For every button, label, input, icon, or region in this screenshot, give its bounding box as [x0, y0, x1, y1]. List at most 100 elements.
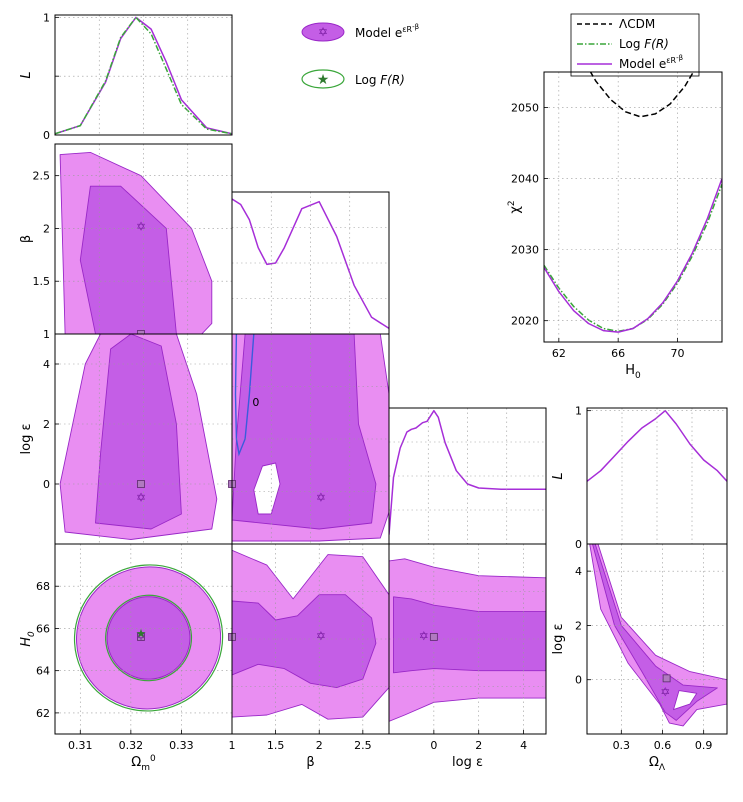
panel-L-beta-plot-area — [232, 198, 389, 330]
legend-chi2-box — [570, 13, 700, 77]
panel-H0-logeps: ✡ 0 2 4 log ε — [388, 543, 547, 770]
series-line-0 — [587, 409, 727, 482]
y-axis-label: H0 — [19, 631, 37, 647]
marker-square — [137, 480, 145, 488]
x-tick-label: 1 — [229, 739, 236, 752]
x-tick-label: 0.6 — [654, 739, 672, 752]
legend-chi-logfr-label: Log F(R) — [619, 37, 669, 51]
y-tick-label: 0 — [575, 674, 582, 687]
legend-model-ellipse — [301, 22, 345, 42]
y-axis-label: L — [551, 472, 566, 479]
x-tick-label: 62 — [552, 347, 566, 360]
y-axis-label: χ2 — [507, 200, 523, 213]
series-line-0 — [589, 72, 695, 118]
excluded-region — [673, 690, 698, 711]
y-tick-label: 2 — [43, 222, 50, 235]
panel-logeps-beta: 0✡ — [228, 333, 390, 545]
y-tick-label: 66 — [36, 622, 50, 635]
series-line-1 — [544, 184, 722, 333]
y-axis-label: log ε — [19, 424, 34, 455]
inner-confidence-region — [592, 544, 718, 721]
legend-logfr-star: ★ — [317, 72, 330, 88]
y-tick-label: 4 — [575, 565, 582, 578]
best-fit-star: ✡ — [419, 629, 429, 643]
panel-H0-beta: ✡ 1 1.5 2 2.5 β — [228, 543, 390, 770]
x-tick-label: 1.5 — [267, 739, 285, 752]
grid — [55, 15, 232, 136]
y-tick-label: 1 — [575, 405, 582, 418]
y-axis-label: β — [19, 235, 34, 243]
y-tick-label: 2030 — [511, 244, 539, 257]
panel-logeps-beta-plot-area: 0 — [232, 334, 389, 542]
y-tick-label: 1 — [43, 11, 50, 24]
marker-square — [137, 632, 145, 641]
x-tick-label: 66 — [611, 347, 625, 360]
panel-L-omega-plot-area — [55, 16, 232, 135]
x-axis-label: H0 — [625, 363, 641, 381]
legend-model-label: Model eεR-β — [355, 23, 419, 40]
panel-frame — [586, 543, 728, 735]
best-fit-star: ✡ — [136, 629, 146, 643]
panel-H0-beta-plot-area — [232, 549, 389, 720]
panel-logeps-omega: ✡ 0 2 4 log ε — [19, 333, 233, 545]
grid — [232, 192, 389, 334]
zero-contour-line — [234, 334, 255, 457]
panel-frame — [543, 71, 723, 343]
legend-lcdm-label: ΛCDM — [619, 17, 655, 31]
y-tick-label: 2 — [43, 418, 50, 431]
x-tick-label: 70 — [671, 347, 685, 360]
legend-chi-model-label: Model eεR-β — [619, 54, 683, 71]
x-tick-label: 4 — [520, 739, 527, 752]
y-tick-label: 64 — [36, 665, 50, 678]
best-fit-star: ✡ — [316, 491, 326, 505]
series-line-1 — [55, 16, 232, 135]
x-tick-label: 2 — [475, 739, 482, 752]
panel-L-omegaL: 0 1 L — [551, 405, 728, 551]
panel-L-omega: 0 1 L — [19, 11, 233, 142]
panel-beta-omega-plot-area — [59, 151, 213, 334]
series-line-2 — [544, 178, 722, 333]
panel-H0-logeps-plot-area — [389, 558, 546, 722]
y-tick-label: 2050 — [511, 102, 539, 115]
y-tick-label: 0 — [575, 538, 582, 551]
x-axis-label: log ε — [452, 755, 483, 770]
y-axis-label: log ε — [551, 624, 566, 655]
best-fit-star: ✡ — [136, 491, 146, 505]
y-tick-label: 1.5 — [33, 275, 51, 288]
panel-L-logeps-plot-area — [389, 409, 546, 535]
legend-main: ✡ Model eεR-β ★ Log F(R) — [301, 22, 419, 89]
y-tick-label: 1 — [43, 328, 50, 341]
inner-confidence-region — [232, 334, 377, 530]
panel-L-beta — [231, 191, 390, 335]
grid — [389, 544, 546, 734]
y-tick-label: 62 — [36, 707, 50, 720]
panel-frame — [388, 543, 547, 735]
panel-beta-omega: ✡ 1 1.5 2 2.5 β — [19, 143, 233, 341]
marker-square — [429, 632, 438, 641]
legend-model-star: ✡ — [318, 25, 328, 39]
x-axis-label: Ωm0 — [131, 754, 156, 773]
series-line-0 — [389, 409, 546, 535]
grid — [55, 334, 232, 544]
logfr-inner-ellipse — [105, 594, 193, 682]
panel-frame — [54, 14, 233, 136]
x-tick-label: 0 — [430, 739, 437, 752]
grid — [55, 144, 232, 335]
grid — [544, 72, 722, 342]
legend-logfr-label: Log F(R) — [355, 73, 405, 87]
x-tick-label: 0.31 — [68, 739, 93, 752]
panel-H0-omega: ✡★ 62 64 66 68 0.31 0.32 0.33 H0 Ωm0 — [19, 543, 233, 773]
panel-logeps-omegaL-plot-area — [589, 544, 727, 727]
x-tick-label: 0.3 — [613, 739, 631, 752]
best-fit-star: ✡ — [660, 685, 670, 699]
inner-confidence-ellipse — [106, 596, 191, 680]
y-tick-label: 2 — [575, 619, 582, 632]
inner-confidence-region — [232, 594, 377, 689]
panel-L-logeps — [388, 407, 547, 545]
y-tick-label: 2040 — [511, 173, 539, 186]
grid — [232, 334, 389, 544]
grid — [389, 408, 546, 544]
grid — [55, 544, 232, 734]
grid — [587, 408, 727, 545]
